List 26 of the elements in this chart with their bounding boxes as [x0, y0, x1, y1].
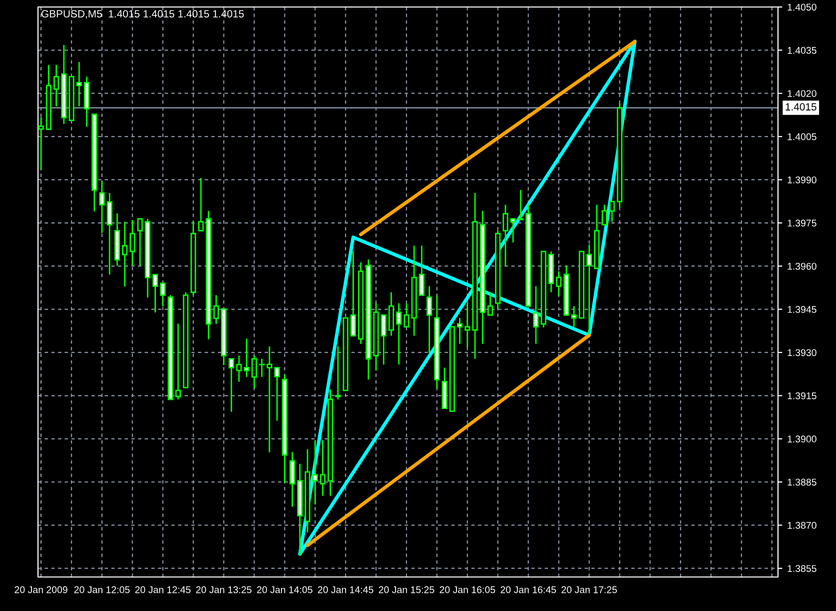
ref-line-label: 1.4015	[786, 103, 816, 111]
x-tick-label: 20 Jan 16:45	[500, 586, 556, 594]
y-tick-label: 1.3960	[788, 262, 816, 270]
x-tick-label: 20 Jan 17:25	[562, 586, 617, 594]
x-tick-label: 20 Jan 13:25	[196, 586, 252, 594]
chart-title: GBPUSD,M5 1.4015 1.4015 1.4015 1.4015	[41, 10, 244, 19]
x-tick-label: 20 Jan 15:25	[378, 586, 434, 594]
x-tick-label: 20 Jan 16:05	[440, 586, 496, 594]
x-tick-label: 20 Jan 12:45	[135, 586, 191, 594]
y-tick-label: 1.3855	[788, 565, 816, 572]
x-tick-label: 20 Jan 2009	[14, 586, 68, 594]
y-tick-label: 1.3885	[788, 478, 816, 486]
y-tick-label: 1.3975	[788, 220, 816, 227]
y-tick-label: 1.4005	[788, 133, 816, 140]
y-tick-label: 1.3990	[788, 176, 816, 184]
y-tick-label: 1.4050	[788, 4, 816, 11]
x-tick-label: 20 Jan 14:45	[318, 586, 374, 594]
y-tick-label: 1.3870	[788, 522, 816, 529]
x-tick-label: 20 Jan 12:05	[74, 586, 130, 594]
x-tick-label: 20 Jan 14:05	[257, 586, 312, 594]
y-tick-label: 1.3945	[788, 306, 816, 313]
y-tick-label: 1.3900	[788, 436, 816, 442]
y-tick-label: 1.4020	[788, 90, 816, 97]
y-tick-label: 1.4035	[788, 46, 816, 54]
y-tick-label: 1.3930	[788, 349, 816, 356]
y-tick-label: 1.3915	[788, 392, 816, 400]
